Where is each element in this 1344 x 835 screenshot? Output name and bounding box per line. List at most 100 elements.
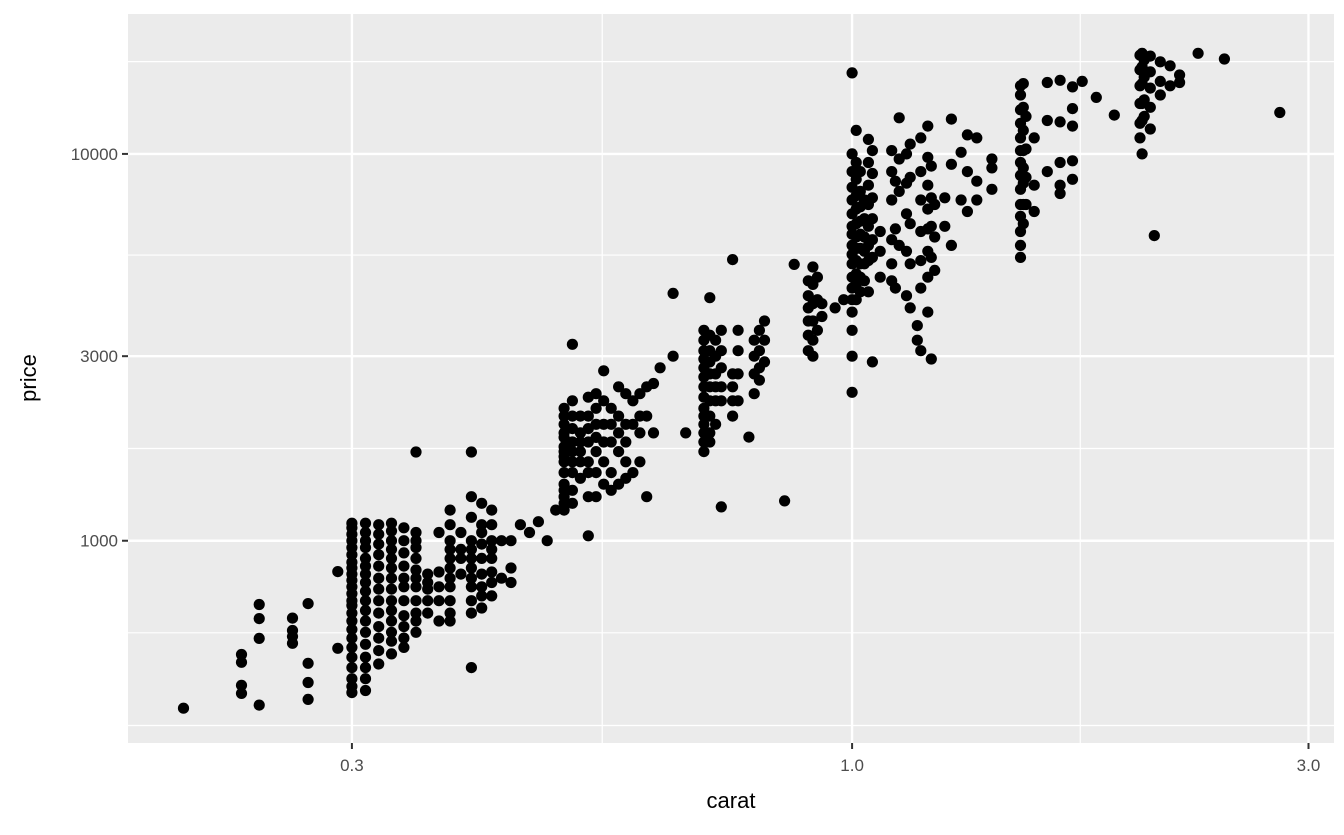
data-point [955,146,967,158]
data-point [476,602,488,614]
data-point [961,129,974,141]
data-point [1076,75,1088,87]
data-point [476,590,488,602]
data-point [433,526,445,539]
data-point [410,542,422,554]
x-axis: 0.3 1.0 3.0 [340,743,1320,775]
data-point [715,345,727,357]
data-point [1017,218,1029,230]
data-point [346,632,358,644]
data-point [486,543,498,556]
data-point [566,446,579,458]
data-point [566,436,579,448]
data-point [398,560,410,572]
data-point [332,566,344,578]
data-point [359,526,372,539]
data-point [235,679,248,691]
data-point [455,526,467,539]
data-point [627,395,639,407]
data-point [486,552,498,565]
data-point [680,427,692,439]
data-point [1192,47,1204,59]
data-point [915,345,927,357]
data-point [667,350,679,362]
data-point [398,641,410,654]
data-point [945,113,958,125]
data-point [398,547,410,559]
data-point [922,306,934,318]
data-point [590,467,602,479]
data-point [465,562,477,574]
data-point [915,166,927,178]
data-point [704,292,716,304]
data-point [986,162,998,174]
data-point [1017,162,1029,174]
data-point [1041,76,1053,89]
data-point [465,662,477,674]
data-point [558,418,570,430]
data-point [1054,74,1066,86]
data-point [359,662,372,674]
data-point [346,615,358,627]
data-point [558,467,570,479]
data-point [922,120,934,132]
y-axis-label: price [16,354,41,402]
data-point [1041,114,1053,127]
data-point [866,234,879,246]
data-point [807,334,819,346]
data-point [866,192,879,204]
data-point [514,519,527,531]
data-point [1138,94,1150,106]
data-point [922,271,934,283]
data-point [858,275,871,287]
data-point [753,374,766,386]
y-axis: 1000 3000 10000 [71,145,128,551]
data-point [929,264,941,276]
data-point [302,693,314,706]
data-point [1164,60,1176,72]
data-point [715,381,727,393]
data-point [332,642,344,654]
data-point [816,310,828,323]
data-point [1144,66,1156,78]
data-point [925,160,937,172]
data-point [846,306,858,318]
data-point [866,167,879,180]
data-point [1134,132,1146,144]
data-point [410,526,422,539]
data-point [715,395,727,407]
data-point [893,112,905,124]
data-point [476,497,488,509]
data-point [582,491,594,503]
x-tick-label: 3.0 [1297,756,1321,775]
data-point [373,583,385,595]
data-point [373,607,385,619]
data-point [346,673,358,685]
data-point [886,258,898,270]
data-point [605,402,617,414]
data-point [605,484,617,496]
data-point [667,287,679,299]
data-point [1144,50,1156,62]
data-point [465,607,477,619]
data-point [1017,124,1029,136]
data-point [732,345,744,357]
data-point [850,156,862,169]
data-point [574,436,587,448]
data-point [373,528,385,540]
data-point [302,598,314,610]
data-point [590,402,602,414]
data-point [476,526,488,539]
data-point [1164,80,1176,92]
data-point [753,324,766,336]
data-point [641,410,653,422]
data-point [748,388,760,400]
data-point [866,251,879,263]
data-point [582,530,594,542]
data-point [866,356,879,368]
data-point [476,568,488,580]
data-point [486,535,498,547]
data-point [613,410,625,422]
data-point [422,607,434,619]
data-point [558,431,570,443]
